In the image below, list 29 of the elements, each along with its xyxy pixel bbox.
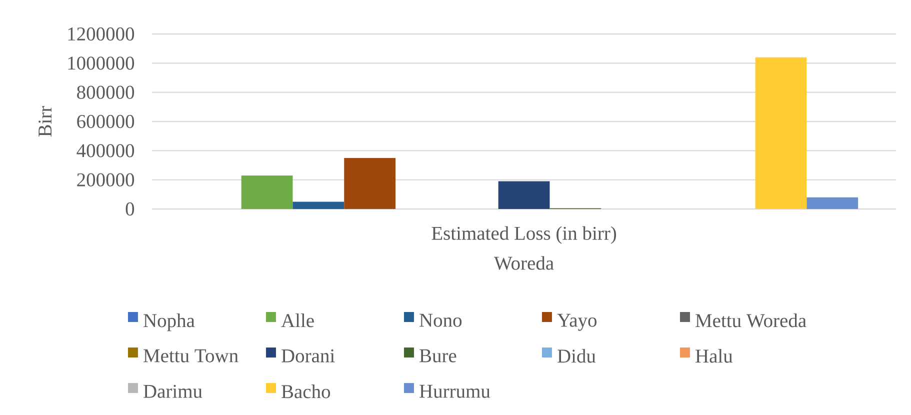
legend-label: Alle <box>281 313 314 328</box>
legend-label: Halu <box>696 349 733 363</box>
y-tick-label: 1200000 <box>68 27 134 41</box>
legend-label: Bacho <box>282 384 330 398</box>
bar <box>344 158 396 209</box>
bar <box>498 181 550 209</box>
y-axis-title: Birr <box>38 106 52 137</box>
legend-label: Mettu Town <box>144 349 238 362</box>
legend-label: Nono <box>420 314 462 327</box>
legend-label: Hurrumu <box>420 384 490 398</box>
legend-label: Mettu Woreda <box>696 313 806 328</box>
y-tick-label: 600000 <box>77 114 134 128</box>
bar <box>241 175 293 209</box>
y-tick-label: 800000 <box>77 86 134 99</box>
bar <box>755 57 807 209</box>
legend-label: Bure <box>420 349 456 362</box>
legend-label: Nopha <box>144 313 195 332</box>
legend-label: Dorani <box>282 349 335 362</box>
legend-label: Yayo <box>557 314 597 331</box>
y-tick-label: 0 <box>126 202 134 216</box>
x-axis-title: Woreda <box>494 256 554 270</box>
bar <box>292 202 344 209</box>
x-tick-label: Estimated Loss (in birr) <box>432 226 616 244</box>
y-tick-label: 400000 <box>76 144 134 158</box>
y-tick-label: 200000 <box>77 173 134 186</box>
bar <box>806 197 858 209</box>
legend-label: Didu <box>558 349 596 363</box>
legend-label: Darimu <box>144 384 202 398</box>
y-tick-label: 1000000 <box>68 56 134 70</box>
